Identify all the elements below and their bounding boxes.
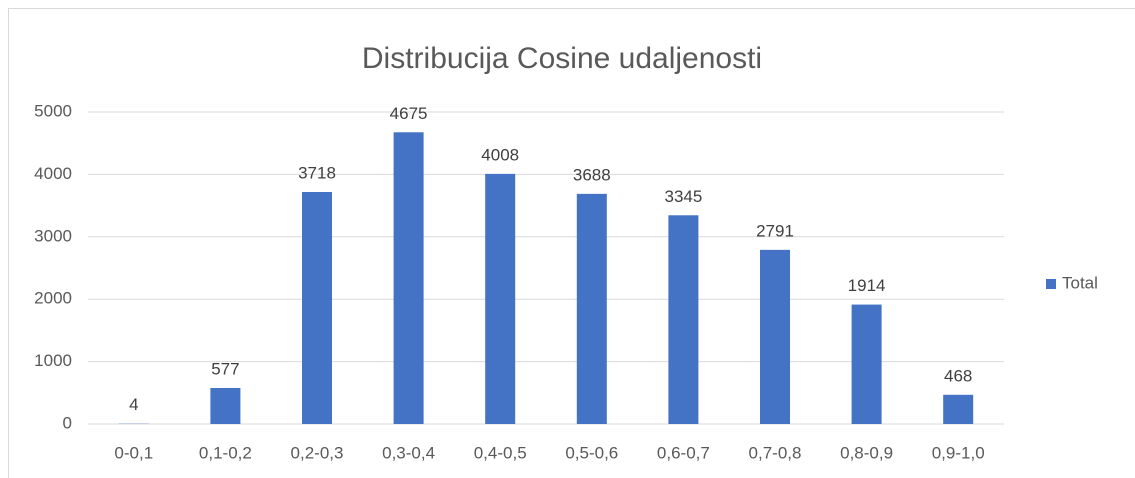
bar (943, 394, 974, 424)
bar (668, 215, 699, 424)
chart-title: Distribucija Cosine udaljenosti (362, 42, 762, 75)
bar (760, 249, 790, 424)
data-label: 4 (129, 395, 138, 414)
x-tick-label: 0,1-0,2 (199, 443, 252, 462)
bar (485, 173, 516, 424)
y-tick-label: 1000 (34, 351, 72, 370)
y-tick-label: 3000 (34, 226, 72, 245)
y-tick-label: 2000 (34, 289, 72, 308)
x-tick-label: 0,2-0,3 (291, 443, 344, 462)
bar (302, 191, 332, 424)
data-label: 1914 (848, 276, 886, 295)
bar (393, 132, 424, 424)
x-tick-label: 0,8-0,9 (840, 443, 893, 462)
data-label: 3688 (573, 165, 611, 184)
data-label: 3345 (664, 187, 702, 206)
x-tick-label: 0,6-0,7 (657, 443, 710, 462)
y-tick-label: 4000 (34, 164, 72, 183)
data-label: 468 (944, 366, 972, 385)
y-tick-label: 5000 (34, 101, 72, 120)
bar (576, 193, 607, 424)
y-tick-label: 0 (63, 413, 72, 432)
data-label: 577 (211, 359, 239, 378)
x-tick-label: 0,9-1,0 (932, 443, 985, 462)
x-tick-label: 0-0,1 (114, 443, 153, 462)
bar (851, 304, 882, 424)
legend-swatch (1046, 279, 1056, 289)
data-label: 2791 (756, 221, 794, 240)
x-tick-label: 0,3-0,4 (382, 443, 435, 462)
x-tick-label: 0,4-0,5 (474, 443, 527, 462)
bar (210, 387, 241, 424)
legend-label: Total (1062, 273, 1098, 292)
data-label: 4008 (481, 145, 519, 164)
x-tick-label: 0,7-0,8 (749, 443, 802, 462)
data-label: 3718 (298, 163, 336, 182)
x-tick-label: 0,5-0,6 (565, 443, 618, 462)
data-label: 4675 (390, 104, 428, 123)
